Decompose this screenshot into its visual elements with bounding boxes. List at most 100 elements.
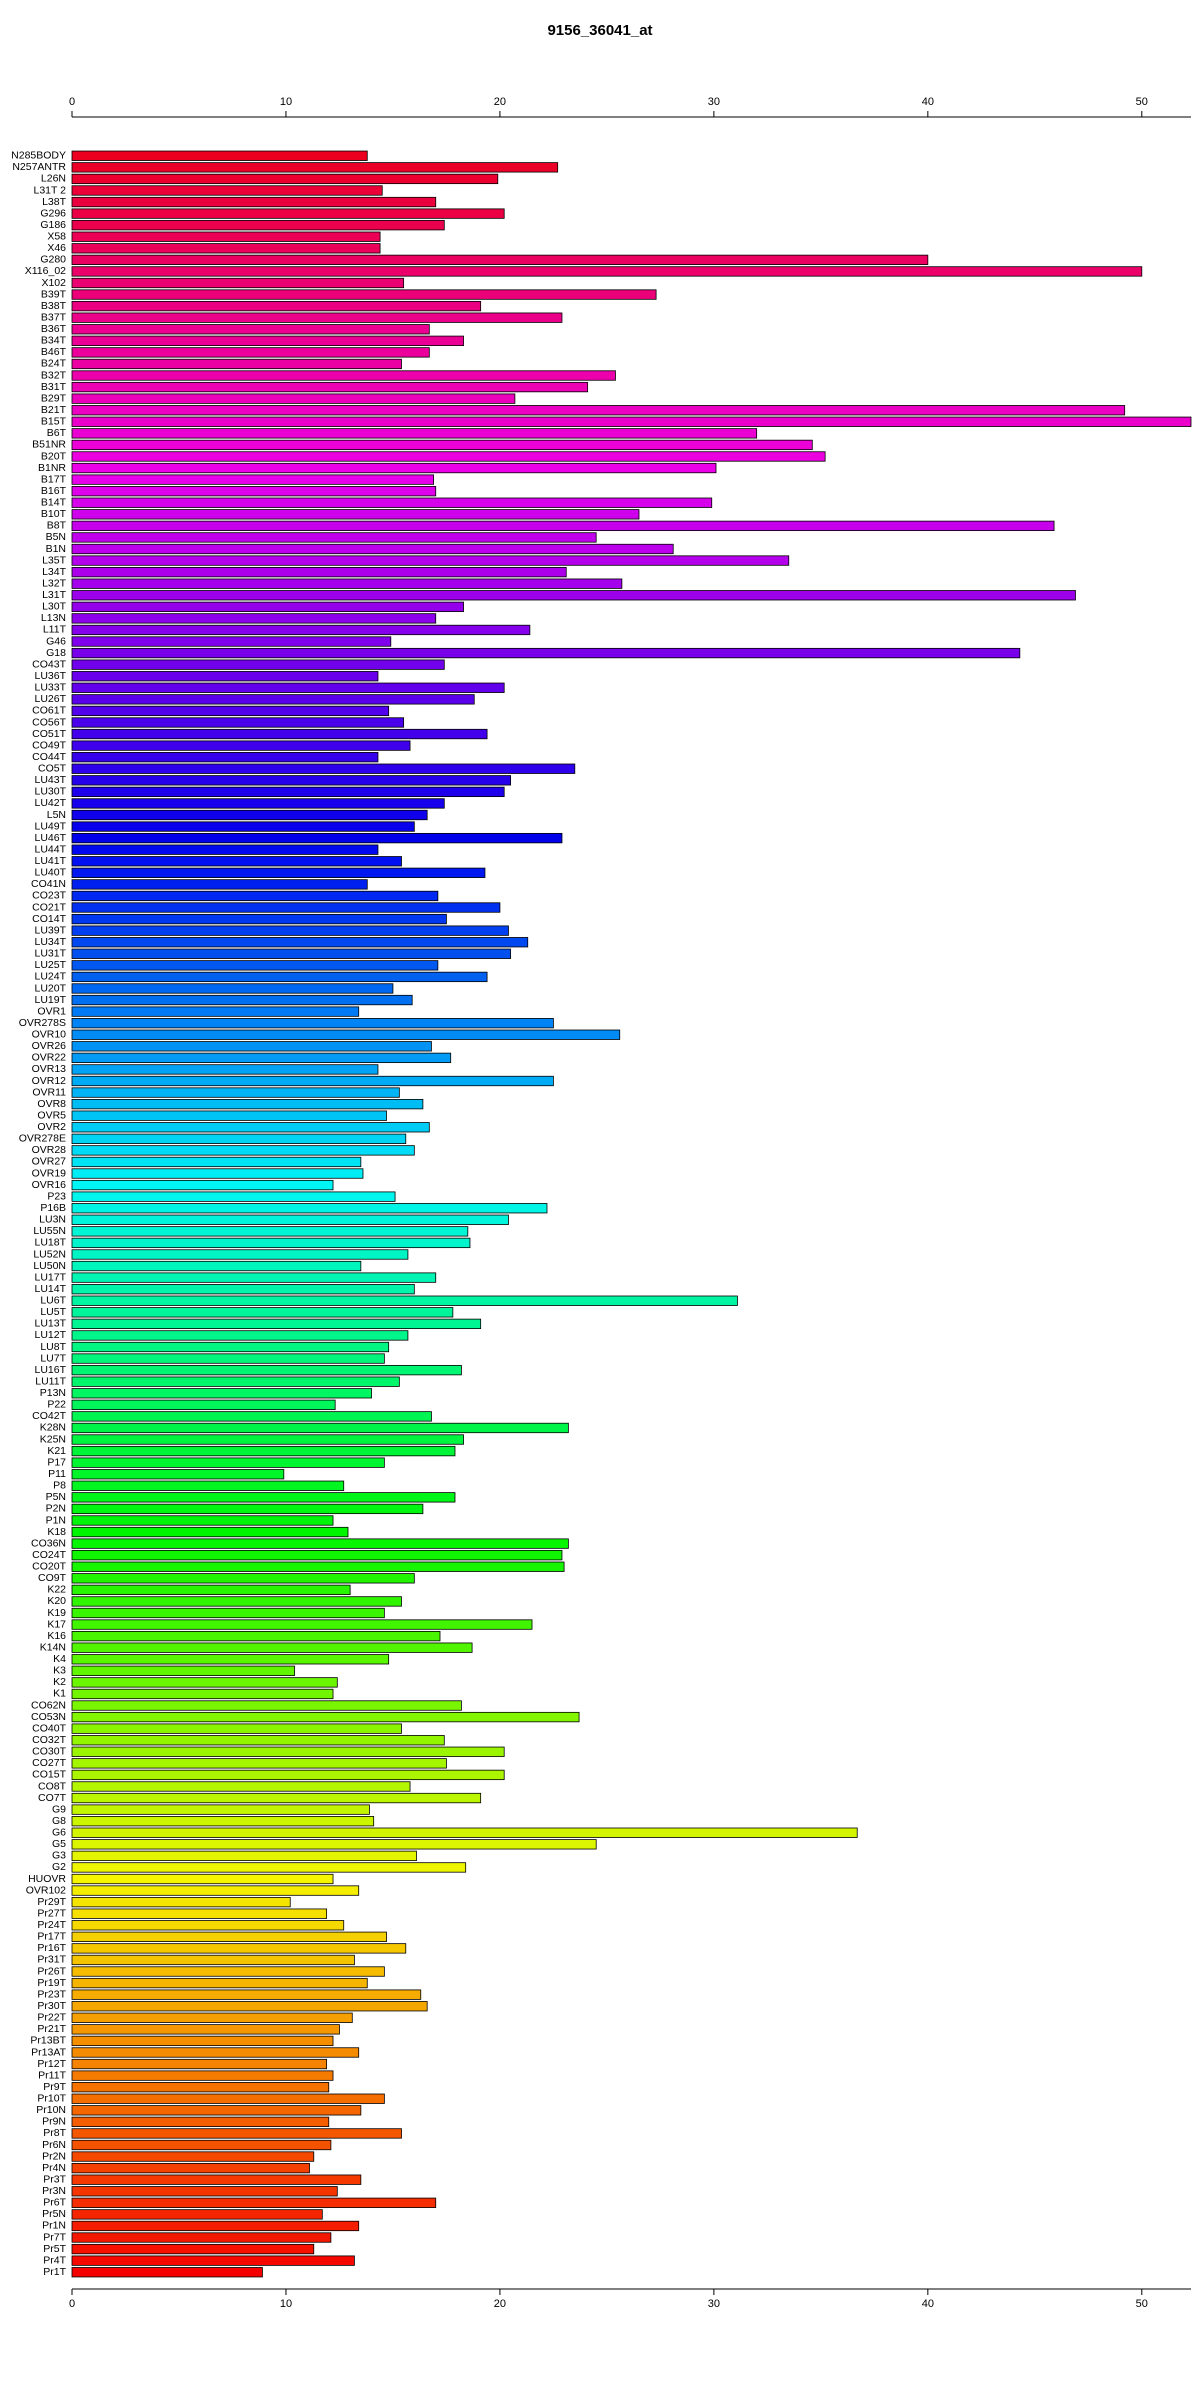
bar	[71, 624, 531, 636]
y-category-label: CO56T	[32, 716, 66, 728]
y-category-label: LU52N	[33, 1248, 66, 1260]
bar	[71, 1411, 432, 1422]
bar	[71, 913, 447, 925]
bar	[71, 2024, 340, 2035]
y-category-label: CO5T	[38, 763, 67, 775]
x-tick-label: 20	[494, 2298, 506, 2310]
bar	[71, 1526, 349, 1538]
bar	[71, 196, 437, 208]
bar	[71, 474, 434, 485]
bar	[71, 809, 428, 821]
y-category-label: Pr7T	[43, 2231, 66, 2243]
y-category-label: Pr8T	[43, 2127, 66, 2139]
y-category-label: K14N	[40, 1641, 66, 1653]
x-tick-label: 30	[708, 2298, 720, 2310]
bar	[71, 983, 394, 994]
y-category-label: B39T	[41, 288, 67, 300]
bar	[71, 1422, 569, 1434]
bar	[71, 1445, 456, 1457]
bar	[71, 277, 405, 289]
bar	[71, 220, 445, 231]
y-category-label: G280	[40, 254, 66, 266]
bar	[71, 1619, 533, 1630]
bar	[71, 1237, 471, 1249]
bar	[71, 1607, 385, 1619]
y-category-label: L5N	[47, 809, 66, 821]
y-category-label: OVR2	[37, 1121, 66, 1133]
bar	[71, 971, 488, 983]
y-category-label: CO62N	[31, 1699, 66, 1711]
y-category-label: B38T	[41, 300, 67, 312]
y-category-label: CO21T	[32, 901, 66, 913]
x-tick-label: 50	[1136, 96, 1148, 108]
y-category-label: B6T	[47, 427, 67, 439]
y-category-label: LU42T	[34, 797, 66, 809]
bar	[71, 659, 445, 670]
y-category-label: K22	[47, 1584, 66, 1596]
bar	[71, 925, 509, 936]
bar	[71, 347, 430, 358]
bar	[71, 752, 379, 763]
bar	[71, 1943, 407, 1954]
y-category-label: G18	[46, 647, 66, 659]
bar	[71, 1515, 334, 1526]
bar	[71, 2116, 330, 2128]
bar	[71, 231, 381, 242]
y-category-label: K17	[47, 1618, 66, 1630]
bar	[71, 520, 1055, 532]
y-category-label: B20T	[41, 450, 67, 462]
y-category-label: LU49T	[34, 820, 66, 832]
y-category-label: Pr13AT	[31, 2046, 66, 2058]
bar	[71, 381, 589, 393]
bar	[71, 416, 1192, 427]
bar	[71, 300, 482, 312]
y-category-label: Pr3T	[43, 2173, 66, 2185]
y-category-label: B16T	[41, 485, 67, 497]
bar	[71, 2151, 315, 2162]
y-category-label: L13N	[41, 612, 66, 624]
y-category-label: OVR16	[32, 1179, 67, 1191]
bar	[71, 1827, 858, 1838]
x-tick-label: 10	[280, 96, 292, 108]
y-category-label: OVR5	[37, 1109, 66, 1121]
bar	[71, 613, 437, 624]
bar	[71, 1885, 360, 1896]
bar	[71, 1677, 338, 1688]
y-category-label: CO61T	[32, 705, 66, 717]
y-category-label: CO42T	[32, 1410, 66, 1422]
y-category-label: Pr2N	[42, 2150, 66, 2162]
bar	[71, 1908, 328, 1919]
bar	[71, 324, 430, 335]
bar	[71, 1492, 456, 1503]
y-category-label: G6	[52, 1827, 66, 1839]
y-category-label: LU30T	[34, 786, 66, 798]
bar	[71, 486, 437, 497]
bar	[71, 1735, 445, 1746]
y-category-label: K1	[53, 1688, 66, 1700]
y-category-label: Pr11T	[38, 2069, 66, 2081]
bar	[71, 1573, 415, 1584]
y-category-label: Pr4N	[42, 2162, 66, 2174]
bar	[71, 902, 501, 913]
y-category-label: L31T	[42, 589, 67, 601]
y-category-label: P2N	[46, 1503, 66, 1515]
bar	[71, 1920, 345, 1931]
y-category-label: OVR12	[32, 1075, 67, 1087]
bar	[71, 1434, 464, 1445]
y-category-label: LU46T	[34, 832, 66, 844]
y-category-label: G5	[52, 1838, 66, 1850]
bar	[71, 2093, 385, 2104]
bar	[71, 1330, 409, 1341]
y-category-label: L31T 2	[34, 184, 67, 196]
y-category-label: L26N	[41, 173, 66, 185]
y-category-label: G3	[52, 1850, 66, 1862]
y-category-label: LU39T	[34, 924, 66, 936]
bar	[71, 1318, 482, 1330]
y-category-label: OVR22	[32, 1052, 67, 1064]
y-category-label: Pr10T	[37, 2093, 66, 2105]
bar	[71, 1168, 364, 1179]
bar	[71, 289, 657, 300]
y-category-label: Pr29T	[37, 1896, 66, 1908]
bar	[71, 1075, 554, 1087]
